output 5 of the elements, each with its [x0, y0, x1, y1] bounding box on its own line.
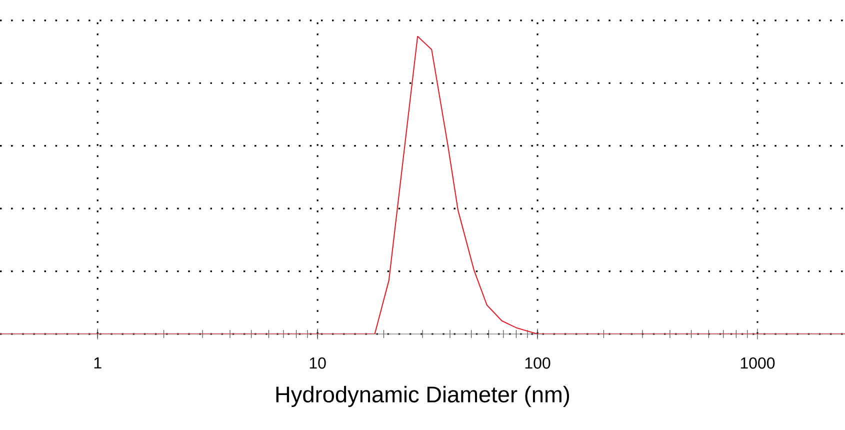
x-axis-title: Hydrodynamic Diameter (nm) [276, 386, 570, 407]
x-tick-label: 100 [525, 357, 550, 369]
x-tick-label: 10 [310, 357, 326, 369]
x-tick-label: 1 [94, 357, 102, 368]
x-tick-label: 1000 [740, 357, 775, 369]
